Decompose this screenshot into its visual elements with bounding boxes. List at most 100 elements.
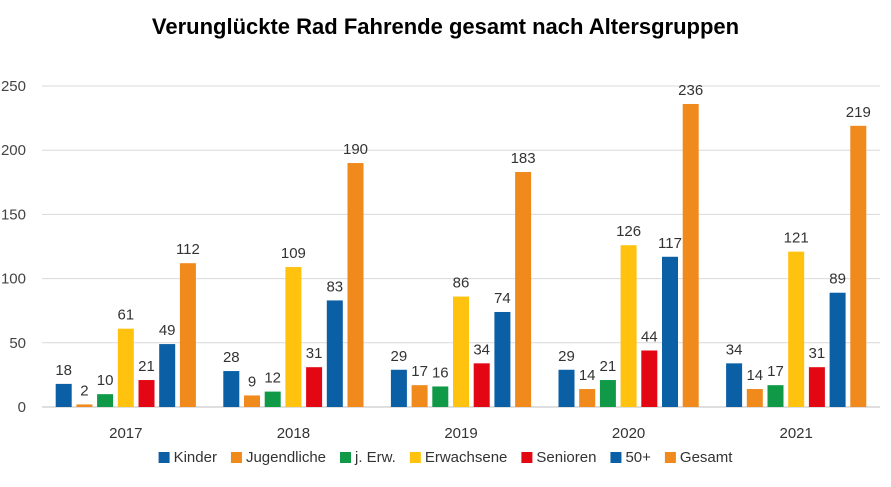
legend-label: Gesamt xyxy=(680,449,733,466)
x-category-label: 2018 xyxy=(277,425,310,442)
data-label: 190 xyxy=(343,141,368,158)
data-label: 29 xyxy=(391,348,408,365)
y-tick-label: 0 xyxy=(18,399,26,416)
legend-label: Senioren xyxy=(536,449,596,466)
data-label: 183 xyxy=(511,150,536,167)
bar xyxy=(138,380,155,407)
bar xyxy=(159,344,176,407)
data-label: 29 xyxy=(558,348,575,365)
data-label: 21 xyxy=(600,358,617,375)
bar xyxy=(390,369,407,407)
data-label: 49 xyxy=(159,322,176,339)
bar xyxy=(55,383,72,407)
bar xyxy=(411,385,428,407)
data-label: 14 xyxy=(746,367,763,384)
legend-swatch xyxy=(230,452,242,463)
bar xyxy=(662,256,678,407)
x-category-label: 2021 xyxy=(780,425,813,442)
legend: Kinder Jugendliche j. Erw. Erwachsene Senior… xyxy=(158,449,733,466)
data-label: 112 xyxy=(176,241,200,258)
data-label: 89 xyxy=(829,271,846,288)
y-tick-label: 200 xyxy=(1,142,26,159)
data-label: 10 xyxy=(97,372,114,389)
data-label: 9 xyxy=(248,373,256,390)
bar xyxy=(515,172,532,407)
legend-swatch xyxy=(664,452,676,463)
data-label: 126 xyxy=(616,223,641,240)
y-tick-label: 250 xyxy=(1,78,26,95)
bar xyxy=(641,350,658,407)
x-category-label: 2019 xyxy=(444,425,477,442)
legend-swatch xyxy=(521,452,533,463)
legend-label: Jugendliche xyxy=(246,449,326,466)
bar xyxy=(97,394,114,407)
bar xyxy=(117,328,134,407)
legend-label: Kinder xyxy=(174,449,217,466)
data-label: 61 xyxy=(117,307,134,324)
legend-swatch xyxy=(409,452,421,463)
legend-item: Jugendliche xyxy=(230,449,326,466)
data-label: 16 xyxy=(432,364,449,381)
bar xyxy=(620,245,637,407)
bar xyxy=(746,389,763,407)
data-label: 2 xyxy=(80,382,88,399)
chart-title: Verunglückte Rad Fahrende gesamt nach Al… xyxy=(151,14,740,39)
data-label: 83 xyxy=(326,278,343,295)
x-axis-categories: 2017 2018 2019 2020 2021 xyxy=(109,425,813,442)
legend-swatch xyxy=(610,452,622,463)
bar xyxy=(285,267,302,407)
bar xyxy=(767,385,784,407)
bar xyxy=(726,363,743,407)
bar xyxy=(473,363,490,407)
data-label: 17 xyxy=(767,363,784,380)
bar xyxy=(432,386,449,407)
bar xyxy=(682,103,699,407)
legend-label: j. Erw. xyxy=(354,449,396,466)
y-tick-label: 100 xyxy=(1,271,26,288)
data-label: 17 xyxy=(411,363,428,380)
y-tick-label: 150 xyxy=(1,206,26,223)
legend-swatch xyxy=(158,452,170,463)
data-label: 219 xyxy=(846,104,871,121)
bar xyxy=(808,367,825,407)
legend-item: Erwachsene xyxy=(409,449,508,466)
bar xyxy=(264,391,281,407)
bar xyxy=(179,263,196,407)
bar xyxy=(306,367,323,407)
bar xyxy=(244,395,260,407)
legend-items: Kinder Jugendliche j. Erw. Erwachsene Senior… xyxy=(158,449,733,466)
data-label: 31 xyxy=(306,345,323,362)
bar xyxy=(223,371,240,407)
data-label: 44 xyxy=(641,329,658,346)
data-label: 86 xyxy=(453,275,470,292)
data-label: 236 xyxy=(678,82,703,99)
data-label: 117 xyxy=(658,235,682,252)
legend-item: 50+ xyxy=(610,449,651,466)
data-label: 28 xyxy=(223,349,240,366)
data-label: 18 xyxy=(55,362,72,379)
bar xyxy=(599,380,616,407)
bar xyxy=(453,296,469,407)
bars xyxy=(55,103,867,407)
data-label: 34 xyxy=(473,341,490,358)
bar xyxy=(579,389,596,407)
legend-item: Gesamt xyxy=(664,449,733,466)
y-axis-ticks: 0 50 100 150 200 250 xyxy=(1,78,26,416)
data-label: 21 xyxy=(138,358,155,375)
legend-label: Erwachsene xyxy=(425,449,508,466)
x-category-label: 2017 xyxy=(109,425,142,442)
bar xyxy=(788,251,805,407)
x-category-label: 2020 xyxy=(612,425,645,442)
y-tick-label: 50 xyxy=(9,335,26,352)
bar xyxy=(558,369,575,407)
data-label: 74 xyxy=(494,290,511,307)
bar xyxy=(326,300,343,407)
bar xyxy=(347,163,364,407)
bar xyxy=(829,292,846,407)
legend-swatch xyxy=(340,452,352,463)
data-label: 121 xyxy=(784,230,809,247)
data-label: 31 xyxy=(809,345,826,362)
bar xyxy=(850,125,867,407)
